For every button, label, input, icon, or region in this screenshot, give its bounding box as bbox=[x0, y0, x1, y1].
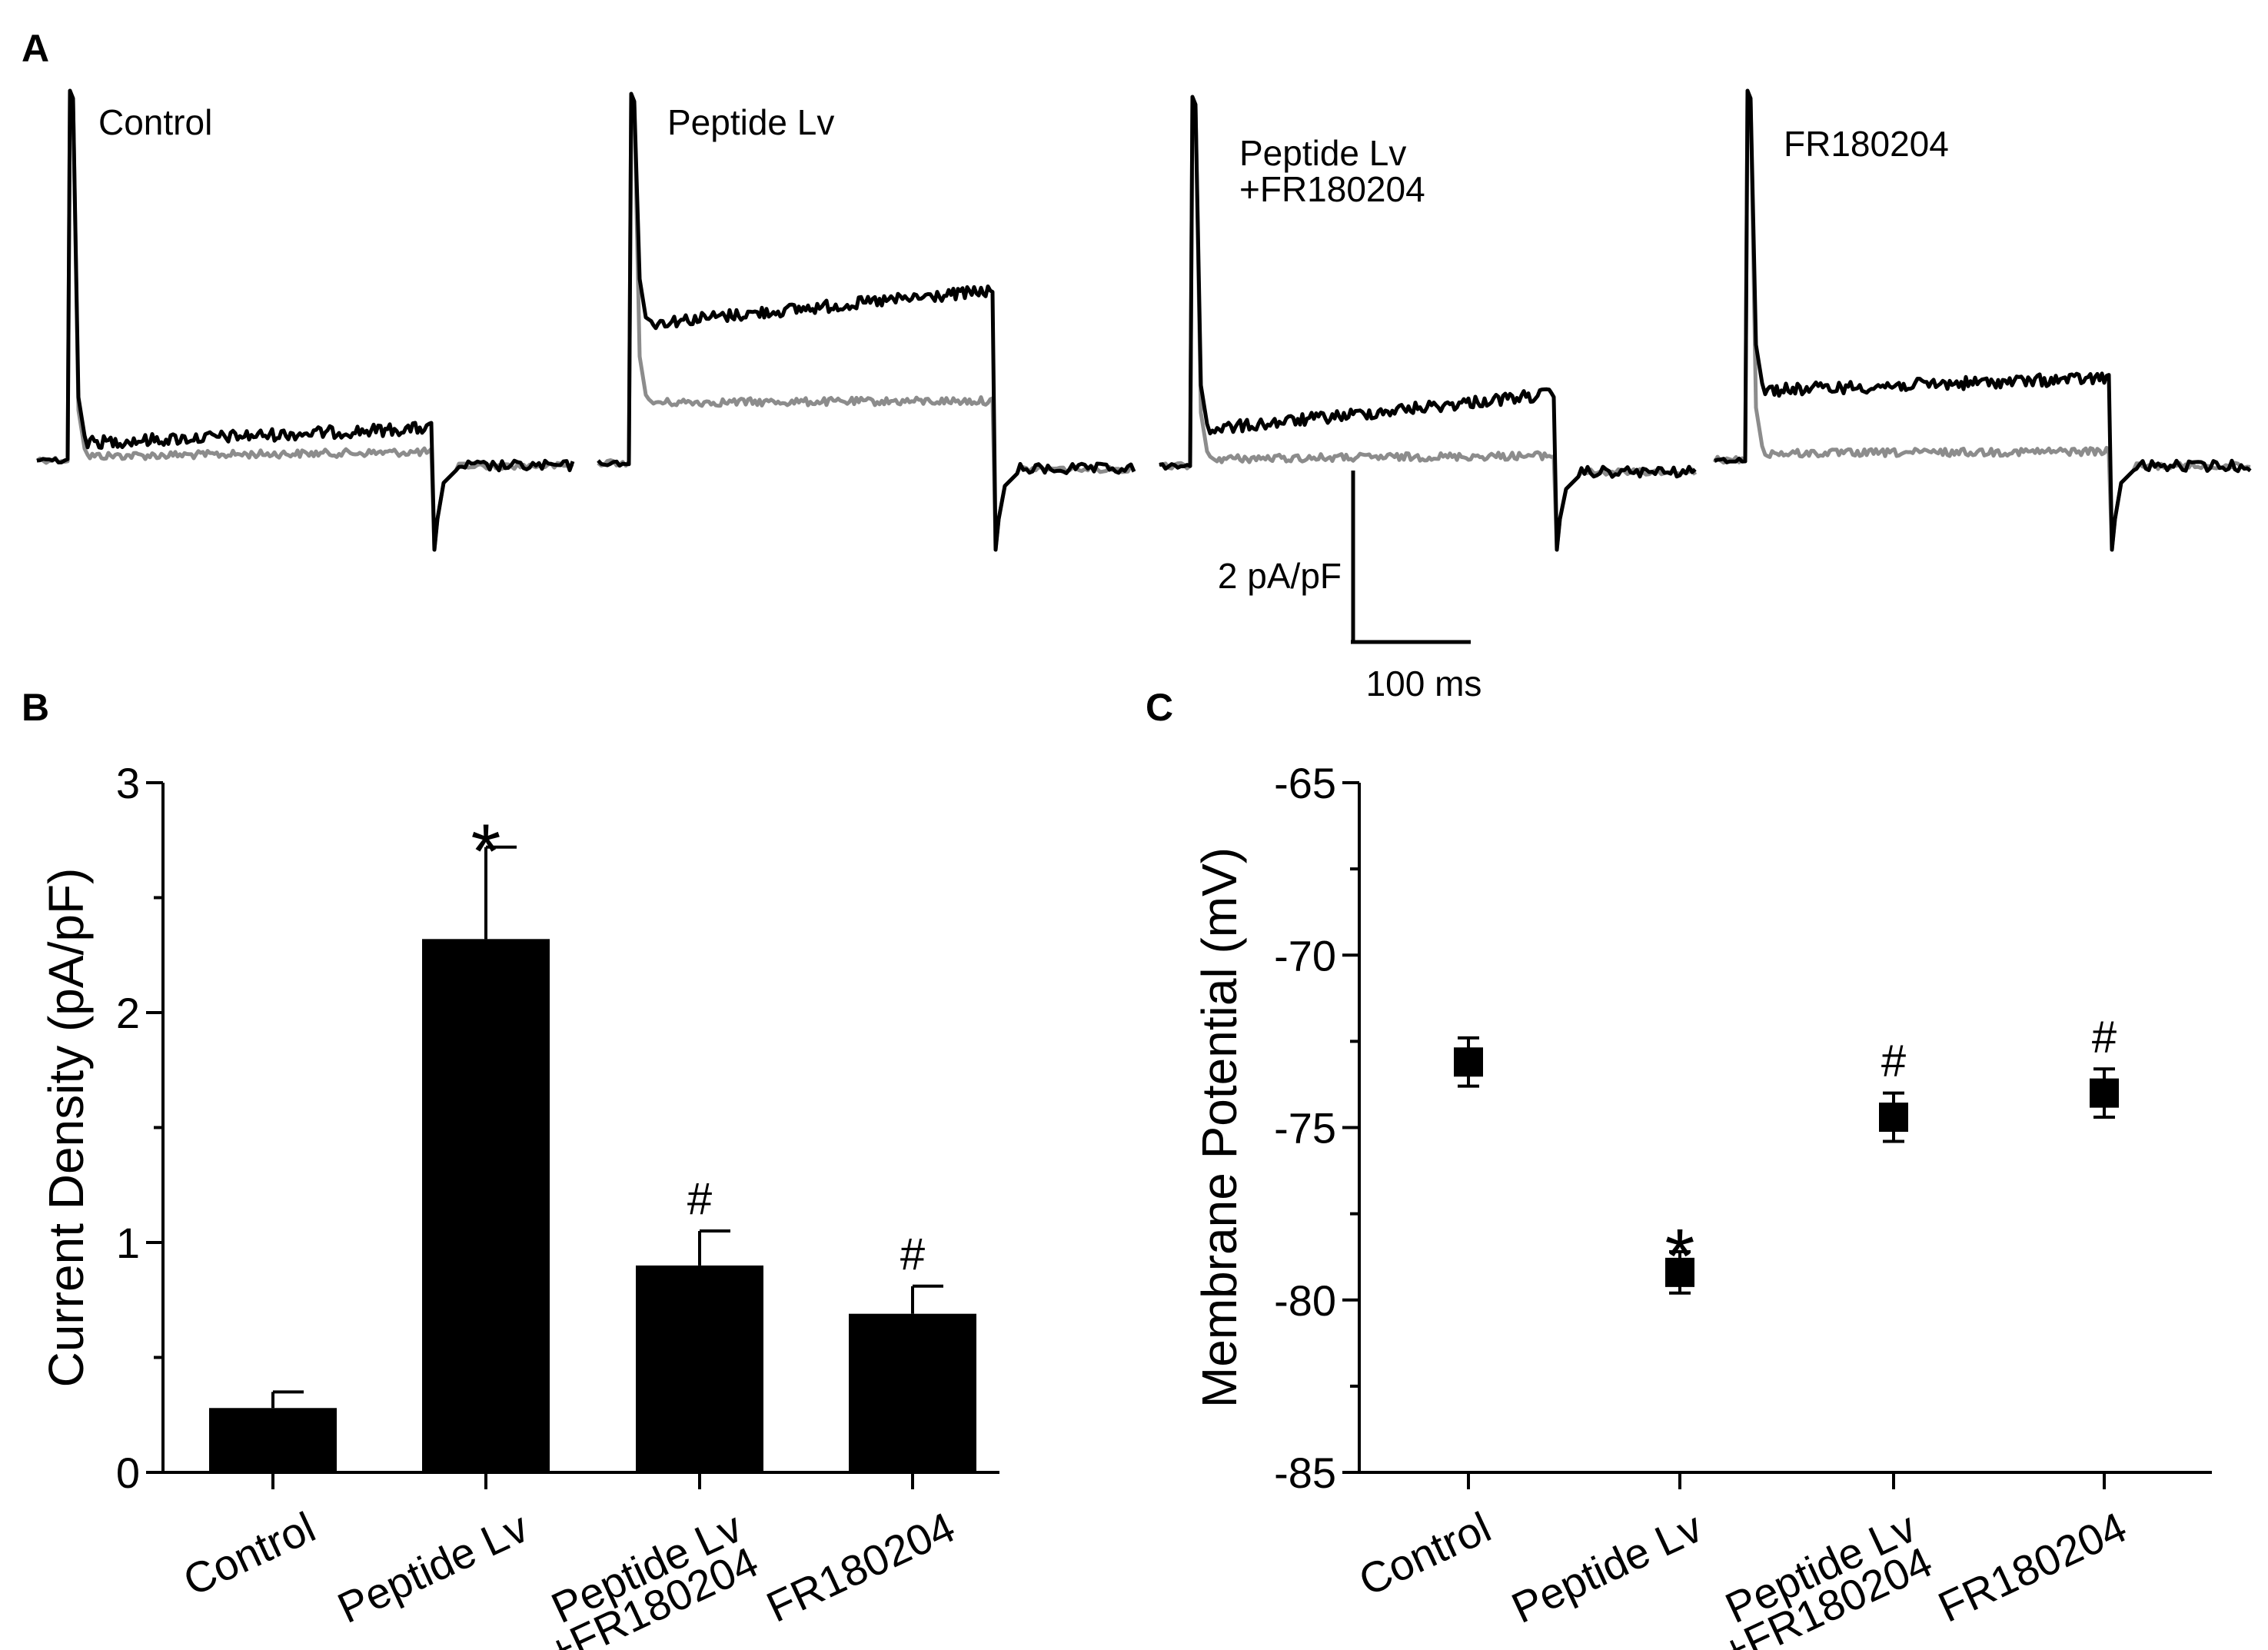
bar bbox=[209, 1408, 337, 1472]
treated-trace bbox=[1159, 95, 1697, 552]
category-label-line: FR180204 bbox=[1931, 1502, 2134, 1632]
panel-label-b: B bbox=[22, 686, 49, 729]
significance-star: * bbox=[1665, 1213, 1695, 1299]
treated-trace bbox=[597, 91, 1136, 552]
trace-label: Peptide Lv bbox=[1239, 133, 1406, 173]
y-tick-label: -70 bbox=[1274, 931, 1336, 980]
panel-label-c: C bbox=[1146, 686, 1173, 729]
significance-star: * bbox=[471, 809, 501, 895]
category-label-line: Control bbox=[1352, 1502, 1498, 1605]
category-label-line: FR180204 bbox=[760, 1502, 963, 1632]
data-point bbox=[2090, 1078, 2119, 1108]
category-label: Peptide Lv bbox=[331, 1502, 535, 1632]
y-tick-label: -75 bbox=[1274, 1104, 1336, 1153]
y-tick-label: -80 bbox=[1274, 1276, 1336, 1325]
significance-hash: # bbox=[687, 1174, 712, 1224]
y-tick-label: -65 bbox=[1274, 759, 1336, 807]
significance-hash: # bbox=[1881, 1036, 1906, 1086]
bar bbox=[636, 1265, 763, 1472]
significance-hash: # bbox=[2092, 1012, 2117, 1062]
category-label-line: Peptide Lv bbox=[331, 1502, 535, 1632]
baseline-trace bbox=[35, 88, 574, 552]
y-axis-label: Membrane Potential (mV) bbox=[1192, 847, 1247, 1408]
scale-bar-x-label: 100 ms bbox=[1366, 664, 1482, 704]
significance-hash: # bbox=[900, 1229, 925, 1279]
trace-label: Control bbox=[98, 102, 212, 142]
scale-bar: 2 pA/pF 100 ms bbox=[1218, 471, 1482, 704]
bar bbox=[849, 1313, 976, 1472]
data-point bbox=[1879, 1103, 1908, 1133]
y-tick-label: -85 bbox=[1274, 1449, 1336, 1497]
y-axis-label: Current Density (pA/pF) bbox=[38, 868, 94, 1388]
y-tick-label: 0 bbox=[116, 1449, 140, 1497]
y-tick-label: 2 bbox=[116, 989, 140, 1037]
trace-group: Peptide Lv bbox=[597, 91, 1136, 552]
y-tick-label: 1 bbox=[116, 1219, 140, 1267]
scale-bar-y-label: 2 pA/pF bbox=[1218, 556, 1342, 596]
trace-label: FR180204 bbox=[1784, 124, 1949, 164]
treated-trace bbox=[36, 88, 575, 552]
category-label: FR180204 bbox=[760, 1502, 963, 1632]
trace-group: Peptide Lv+FR180204 bbox=[1159, 95, 1698, 552]
data-point bbox=[1665, 1257, 1694, 1287]
category-label-line: Peptide Lv bbox=[1505, 1502, 1709, 1632]
data-point bbox=[1454, 1047, 1483, 1077]
membrane-potential-chart: -85 -80 -75 -70 -65 Membrane Potential (mV) Co… bbox=[1192, 759, 2212, 1650]
category-label: FR180204 bbox=[1931, 1502, 2134, 1632]
trace-label: +FR180204 bbox=[1239, 169, 1425, 209]
bar bbox=[422, 939, 550, 1472]
category-label: Peptide Lv+FR180204 bbox=[1714, 1502, 1939, 1650]
current-density-bar-chart: 0 1 2 3 Current Density (pA/pF) Control * Pepti… bbox=[38, 759, 999, 1650]
category-label: Control bbox=[1352, 1502, 1498, 1605]
trace-group: Control bbox=[35, 88, 575, 552]
treated-trace bbox=[1714, 88, 2252, 552]
category-label: Peptide Lv bbox=[1505, 1502, 1709, 1632]
panel-label-a: A bbox=[22, 27, 49, 70]
category-label: Control bbox=[176, 1502, 322, 1605]
category-label-line: Control bbox=[176, 1502, 322, 1605]
trace-label: Peptide Lv bbox=[667, 102, 834, 142]
trace-group: FR180204 bbox=[1712, 88, 2252, 552]
y-tick-label: 3 bbox=[116, 759, 140, 807]
category-label: Peptide Lv+FR180204 bbox=[540, 1502, 765, 1650]
